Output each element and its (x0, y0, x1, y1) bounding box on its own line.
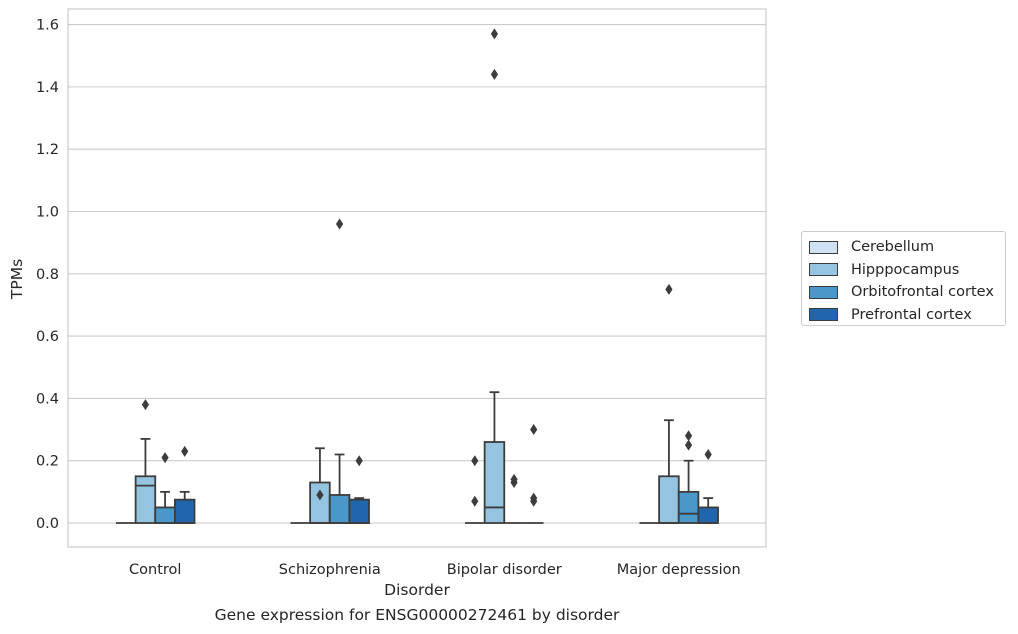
box-orbitofrontal-cortex (677, 430, 700, 524)
outlier-point (355, 455, 363, 467)
y-tick-label: 0.4 (36, 391, 59, 407)
box-prefrontal-cortex (697, 448, 719, 524)
box (154, 506, 176, 524)
legend-label: Hipppocampus (851, 261, 960, 278)
box (677, 490, 700, 524)
x-axis-label: Disorder (384, 581, 450, 599)
box-hipppocampus (134, 399, 157, 524)
outlier-point (471, 455, 479, 467)
box (483, 441, 506, 524)
box-hipppocampus (309, 447, 331, 524)
box (697, 506, 719, 524)
legend-label: Prefrontal cortex (851, 306, 972, 323)
box (348, 498, 370, 524)
box (658, 475, 680, 524)
legend-swatch (809, 263, 838, 277)
outlier-point (490, 68, 499, 80)
outlier-point (141, 399, 150, 411)
outlier-point (510, 473, 518, 485)
outlier-point (684, 430, 693, 442)
box (328, 494, 351, 524)
outlier-point (471, 495, 479, 507)
legend: Cerebellum Hipppocampus Orbitofrontal cort… (801, 231, 1006, 326)
box-hipppocampus (483, 28, 506, 524)
legend-swatch (809, 240, 838, 254)
y-tick-label: 0.6 (36, 329, 59, 345)
box (173, 498, 196, 524)
box-hipppocampus (658, 283, 680, 524)
box-orbitofrontal-cortex (154, 452, 176, 524)
outlier-point (161, 452, 169, 464)
outlier-point (530, 492, 538, 504)
box-cerebellum (464, 455, 485, 524)
x-tick-label: Bipolar disorder (447, 562, 562, 578)
y-tick-label: 1.2 (36, 142, 59, 158)
outlier-point (704, 448, 712, 460)
x-tick-label: Control (129, 562, 181, 578)
x-tick-label: Schizophrenia (279, 562, 381, 578)
y-tick-label: 0.2 (36, 454, 59, 470)
box (309, 481, 331, 524)
y-tick-label: 0.8 (36, 267, 59, 283)
legend-item: Hipppocampus (809, 259, 1005, 282)
box-prefrontal-cortex (523, 424, 544, 524)
box-orbitofrontal-cortex (504, 473, 524, 524)
outlier-point (335, 218, 344, 230)
legend-item: Prefrontal cortex (809, 304, 1005, 327)
legend-label: Cerebellum (851, 239, 935, 256)
y-tick-label: 1.6 (36, 18, 59, 34)
y-axis-label: TPMs (8, 259, 26, 300)
box (134, 475, 157, 524)
y-tick-label: 0.0 (36, 516, 59, 532)
x-tick-labels: Control Schizophrenia Bipolar disorder Majo… (129, 562, 741, 578)
legend-item: Cerebellum (809, 236, 1005, 259)
legend-item: Orbitofrontal cortex (809, 281, 1005, 304)
legend-label: Orbitofrontal cortex (851, 284, 994, 301)
outlier-point (490, 28, 499, 40)
outlier-point (684, 439, 693, 451)
y-tick-label: 1.0 (36, 204, 59, 220)
outlier-point (530, 424, 538, 436)
chart-title: Gene expression for ENSG00000272461 by d… (214, 606, 620, 624)
box-prefrontal-cortex (173, 445, 196, 524)
y-tick-labels: 0.0 0.2 0.4 0.6 0.8 1.0 1.2 1.4 1.6 (36, 18, 59, 532)
y-tick-label: 1.4 (36, 80, 59, 96)
gridlines (68, 24, 766, 524)
outlier-point (316, 489, 324, 501)
box-prefrontal-cortex (348, 455, 370, 524)
x-tick-label: Major depression (617, 562, 741, 578)
legend-swatch (809, 308, 838, 322)
box-marks (115, 28, 719, 524)
outlier-point (181, 445, 189, 457)
outlier-point (665, 283, 673, 295)
legend-swatch (809, 285, 838, 299)
plot-frame (67, 8, 767, 548)
box-orbitofrontal-cortex (328, 218, 351, 524)
